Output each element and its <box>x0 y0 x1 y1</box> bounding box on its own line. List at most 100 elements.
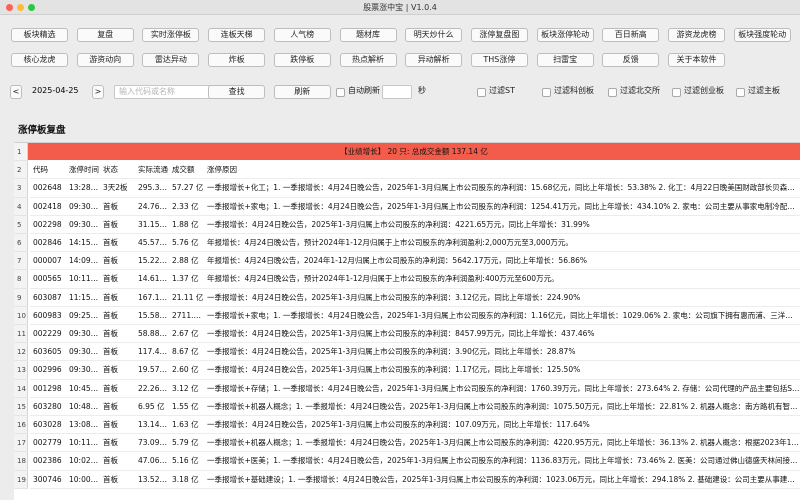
table-cell[interactable]: 09:25:36 <box>66 307 100 325</box>
table-cell[interactable]: 600983 <box>30 307 66 325</box>
table-cell[interactable]: 一季报增长：4月24日晚公告，2025年1-3月归属上市公司股东的净利润：3.9… <box>204 343 800 362</box>
auto-refresh-checkbox[interactable] <box>336 88 345 97</box>
table-cell[interactable]: 首板 <box>100 434 135 453</box>
filter-checkbox[interactable] <box>608 88 617 97</box>
table-cell[interactable]: 10:02:15 <box>66 452 100 471</box>
toolbar-button[interactable]: 跌停板 <box>273 53 331 67</box>
toolbar-button[interactable]: 扫雷宝 <box>536 53 594 67</box>
table-cell[interactable]: 首板 <box>100 198 135 216</box>
table-cell[interactable]: 5.16 亿 <box>169 452 204 471</box>
table-cell[interactable]: 1.55 亿 <box>169 398 204 416</box>
table-cell[interactable]: 首板 <box>100 416 135 435</box>
table-cell[interactable]: 5.76 亿 <box>169 234 204 253</box>
table-cell[interactable]: 14:09:24 <box>66 252 100 271</box>
toolbar-button[interactable]: 复盘 <box>76 28 134 42</box>
table-cell[interactable]: 13.52 亿 <box>135 471 169 489</box>
table-cell[interactable]: 09:30:18 <box>66 325 100 344</box>
table-cell[interactable]: 年报增长：4月24日晚公告，2024年1-12月归属上市公司股东的净利润：564… <box>204 252 800 271</box>
table-cell[interactable]: 2711.81... <box>169 307 204 325</box>
table-cell[interactable]: 一季报增长：4月24日晚公告，2025年1-3月归属上市公司股东的净利润：845… <box>204 325 800 344</box>
table-cell[interactable]: 57.27 亿 <box>169 179 204 198</box>
table-cell[interactable]: 首板 <box>100 471 135 489</box>
table-cell[interactable]: 002996 <box>30 361 66 380</box>
table-cell[interactable]: 一季报增长：4月24日晚公告，2025年1-3月归属上市公司股东的净利润：107… <box>204 416 800 435</box>
table-cell[interactable]: 一季报增长+化工；1. 一季报增长：4月24日晚公告，2025年1-3月归属上市… <box>204 179 800 198</box>
table-cell[interactable]: 6.95 亿 <box>135 398 169 416</box>
toolbar-button[interactable]: 游资动向 <box>76 53 134 67</box>
table-cell[interactable]: 002779 <box>30 434 66 453</box>
toolbar-button[interactable]: 板块涨停轮动 <box>536 28 594 42</box>
table-cell[interactable]: 45.57 亿 <box>135 234 169 253</box>
table-cell[interactable]: 117.42 亿 <box>135 343 169 362</box>
table-cell[interactable]: 3.12 亿 <box>169 380 204 398</box>
table-cell[interactable]: 47.06 亿 <box>135 452 169 471</box>
toolbar-button[interactable]: 雷达异动 <box>142 53 200 67</box>
table-cell[interactable]: 一季报增长：4月24日晚公告，2025年1-3月归属上市公司股东的净利润：3.1… <box>204 289 800 307</box>
column-header[interactable]: 实际流通 <box>135 161 169 180</box>
toolbar-button[interactable]: 关于本软件 <box>668 53 725 67</box>
table-cell[interactable]: 10:11:15 <box>66 434 100 453</box>
interval-spinbox[interactable] <box>382 85 412 99</box>
table-cell[interactable]: 1.88 亿 <box>169 216 204 234</box>
table-cell[interactable]: 2.67 亿 <box>169 325 204 344</box>
table-cell[interactable]: 14:15:51 <box>66 234 100 253</box>
table-cell[interactable]: 3天2板 <box>100 179 135 198</box>
table-cell[interactable]: 002386 <box>30 452 66 471</box>
table-cell[interactable]: 15.22 亿 <box>135 252 169 271</box>
table-cell[interactable]: 一季报增长+家电；1. 一季报增长：4月24日晚公告，2025年1-3月归属上市… <box>204 198 800 216</box>
table-cell[interactable]: 5.79 亿 <box>169 434 204 453</box>
table-cell[interactable]: 10:11:45 <box>66 270 100 289</box>
toolbar-button[interactable]: 明天炒什么 <box>405 28 463 42</box>
table-cell[interactable]: 13.14 亿 <box>135 416 169 435</box>
table-cell[interactable]: 首板 <box>100 216 135 234</box>
table-cell[interactable]: 31.15 亿 <box>135 216 169 234</box>
minimize-button[interactable] <box>17 4 24 11</box>
table-cell[interactable]: 13:28:33 <box>66 179 100 198</box>
table-cell[interactable]: 首板 <box>100 234 135 253</box>
toolbar-button[interactable]: 实时涨停板 <box>142 28 200 42</box>
table-cell[interactable]: 13:08:25 <box>66 416 100 435</box>
table-cell[interactable]: 001298 <box>30 380 66 398</box>
table-cell[interactable]: 一季报增长+基础建设；1. 一季报增长：4月24日晚公告，2025年1-3月归属… <box>204 471 800 489</box>
table-cell[interactable]: 首板 <box>100 452 135 471</box>
table-cell[interactable]: 一季报增长：4月24日晚公告，2025年1-3月归属上市公司股东的净利润：422… <box>204 216 800 234</box>
table-cell[interactable]: 3.18 亿 <box>169 471 204 489</box>
table-cell[interactable]: 年报增长：4月24日晚公告，预计2024年1-12月归属于上市公司股东的净利润盈… <box>204 270 800 289</box>
filter-checkbox[interactable] <box>672 88 681 97</box>
toolbar-button[interactable]: 百日新高 <box>602 28 660 42</box>
table-cell[interactable]: 一季报增长：4月24日晚公告，2025年1-3月归属上市公司股东的净利润：1.1… <box>204 361 800 380</box>
table-cell[interactable]: 1.63 亿 <box>169 416 204 435</box>
toolbar-button[interactable]: 反馈 <box>602 53 660 67</box>
table-cell[interactable]: 10:45:21 <box>66 380 100 398</box>
next-date-button[interactable]: > <box>92 85 104 99</box>
toolbar-button[interactable]: 游资龙虎榜 <box>668 28 725 42</box>
table-cell[interactable]: 603087 <box>30 289 66 307</box>
table-cell[interactable]: 603605 <box>30 343 66 362</box>
table-cell[interactable]: 14.61 亿 <box>135 270 169 289</box>
toolbar-button[interactable]: 题材库 <box>339 28 397 42</box>
table-cell[interactable]: 09:30:00 <box>66 216 100 234</box>
filter-checkbox[interactable] <box>542 88 551 97</box>
toolbar-button[interactable]: 涨停复盘图 <box>470 28 528 42</box>
table-cell[interactable]: 首板 <box>100 361 135 380</box>
toolbar-button[interactable]: 炸板 <box>208 53 266 67</box>
table-cell[interactable]: 295.34 ... <box>135 179 169 198</box>
zoom-button[interactable] <box>28 4 35 11</box>
table-cell[interactable]: 首板 <box>100 380 135 398</box>
table-cell[interactable]: 首板 <box>100 289 135 307</box>
filter-checkbox[interactable] <box>736 88 745 97</box>
table-cell[interactable]: 1.37 亿 <box>169 270 204 289</box>
table-cell[interactable]: 002846 <box>30 234 66 253</box>
table-cell[interactable]: 09:30:23 <box>66 343 100 362</box>
column-header[interactable]: 代码 <box>30 161 66 180</box>
toolbar-button[interactable]: 连板天梯 <box>208 28 266 42</box>
table-cell[interactable]: 首板 <box>100 325 135 344</box>
table-cell[interactable]: 一季报增长+医美；1. 一季报增长：4月24日晚公告，2025年1-3月归属上市… <box>204 452 800 471</box>
table-cell[interactable]: 2.60 亿 <box>169 361 204 380</box>
table-cell[interactable]: 年报增长：4月24日晚公告，预计2024年1-12月归属于上市公司股东的净利润盈… <box>204 234 800 253</box>
table-cell[interactable]: 167.10 亿 <box>135 289 169 307</box>
table-cell[interactable]: 首板 <box>100 252 135 271</box>
table-cell[interactable]: 000565 <box>30 270 66 289</box>
toolbar-button[interactable]: 板块强度轮动 <box>733 28 791 42</box>
table-cell[interactable]: 603280 <box>30 398 66 416</box>
